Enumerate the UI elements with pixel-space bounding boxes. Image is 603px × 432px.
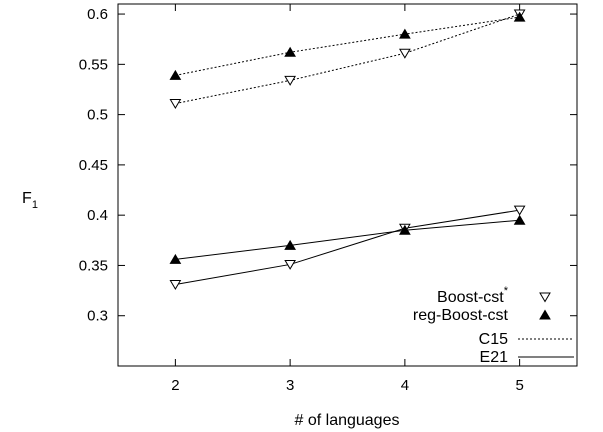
axis-ticks: 2 3 4 5 0.3 0.35 0.4 0.45 0.5 0.55 0.6	[79, 4, 577, 394]
legend-marker	[539, 292, 551, 303]
y-tick-label: 0.5	[87, 107, 108, 124]
y-tick-label: 0.35	[79, 257, 108, 274]
y-axis-label: F1	[22, 190, 38, 211]
x-tick-label: 2	[171, 377, 179, 394]
legend-label-text: reg-Boost-cst	[413, 307, 509, 324]
legend-label: E21	[480, 349, 509, 366]
data-point	[284, 46, 296, 57]
y-tick-label: 0.6	[87, 6, 108, 23]
legend-label: reg-Boost-cst	[413, 307, 509, 324]
data-point	[513, 11, 526, 22]
series-layer	[169, 9, 526, 291]
data-point	[513, 214, 526, 225]
legend-label-text: Boost-cst	[437, 289, 504, 306]
y-tick-label: 0.45	[79, 157, 108, 174]
x-tick-label: 4	[401, 377, 409, 394]
y-tick-label: 0.4	[87, 207, 108, 224]
x-tick-label: 5	[515, 377, 523, 394]
legend-label-superscript: *	[504, 285, 509, 297]
series-line	[175, 209, 520, 286]
y-axis-label-subscript: 1	[32, 199, 38, 211]
legend-label: C15	[479, 331, 508, 348]
data-point	[399, 48, 411, 59]
data-point	[169, 280, 182, 291]
data-point	[284, 259, 296, 270]
x-tick-label: 3	[286, 377, 294, 394]
data-point	[513, 205, 526, 216]
y-tick-label: 0.55	[79, 56, 108, 73]
series-line	[175, 13, 520, 105]
y-axis-label-main: F	[22, 190, 32, 207]
data-point	[399, 28, 411, 39]
data-point	[169, 253, 182, 264]
data-point	[284, 239, 296, 250]
x-axis-label: # of languages	[295, 412, 400, 429]
plot-frame	[117, 3, 578, 367]
legend-label: Boost-cst*	[437, 285, 509, 306]
data-point	[169, 99, 182, 110]
series-line	[175, 219, 520, 260]
y-tick-label: 0.3	[87, 308, 108, 325]
data-point	[399, 224, 411, 235]
data-point	[284, 75, 296, 86]
data-point	[169, 69, 182, 80]
legend-marker	[539, 309, 551, 320]
